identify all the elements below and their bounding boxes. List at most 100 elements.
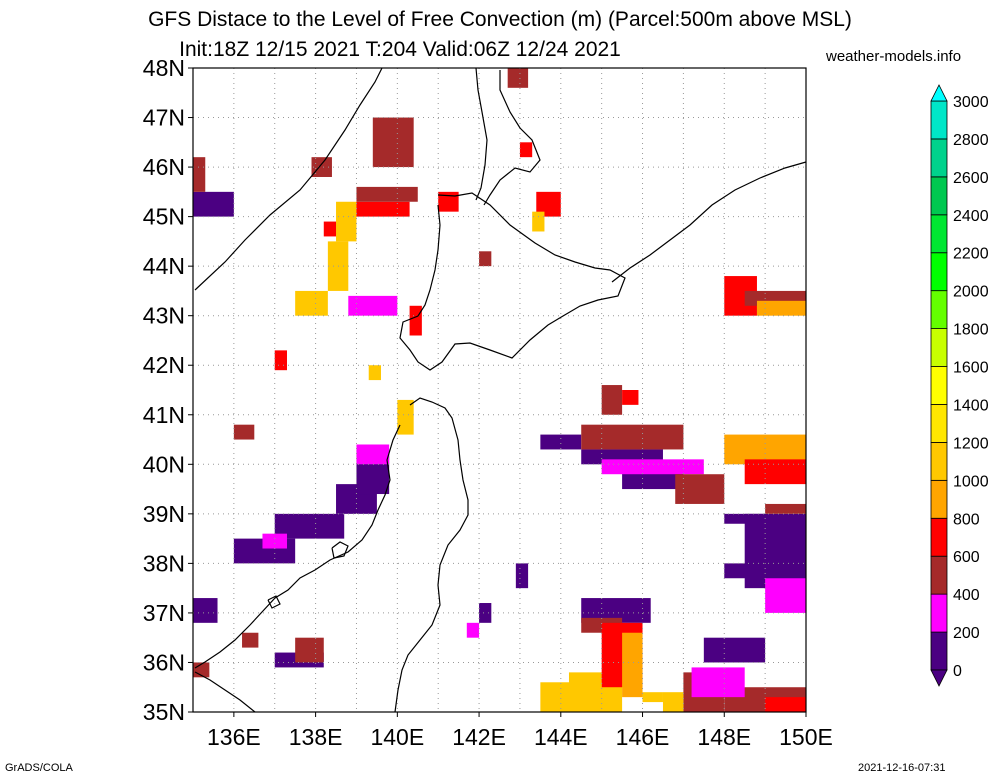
coastline xyxy=(194,67,807,713)
lfc-cell xyxy=(262,533,287,549)
lfc-cell xyxy=(233,424,255,440)
colorbar-label: 2800 xyxy=(953,132,989,149)
colorbar-segment xyxy=(930,328,948,367)
lfc-cell xyxy=(368,365,381,381)
colorbar-segment xyxy=(930,366,948,405)
lfc-cell xyxy=(515,563,529,589)
colorbar-segment xyxy=(930,631,948,671)
lfc-cell xyxy=(193,598,218,623)
colorbar-segment xyxy=(930,593,948,633)
colorbar-segment xyxy=(930,138,948,178)
lfc-cell xyxy=(356,201,410,217)
colorbar-segment xyxy=(930,555,948,595)
lat-tick-label: 41N xyxy=(143,402,185,428)
lfc-cell xyxy=(540,434,582,450)
lat-tick-label: 35N xyxy=(143,699,185,725)
lfc-cell xyxy=(532,211,545,232)
lfc-cell xyxy=(274,350,287,371)
lon-tick-label: 136E xyxy=(207,724,261,750)
colorbar-label: 1200 xyxy=(953,435,989,452)
lfc-cell xyxy=(642,692,663,703)
lon-tick-label: 142E xyxy=(452,724,506,750)
colorbar-segment xyxy=(930,479,948,519)
lat-tick-label: 39N xyxy=(143,501,185,527)
colorbar-label: 800 xyxy=(953,511,980,528)
footer-timestamp: 2021-12-16-07:31 xyxy=(858,762,946,774)
colorbar-max-arrow xyxy=(930,84,948,102)
colorbar-label: 2000 xyxy=(953,284,989,301)
lat-tick-label: 44N xyxy=(143,253,185,279)
colorbar-label: 400 xyxy=(953,587,980,604)
coastline-kurils xyxy=(611,161,807,283)
lfc-cell xyxy=(519,142,533,158)
coastline-honshu-east xyxy=(394,397,469,713)
lfc-cell xyxy=(765,503,806,514)
lfc-cell xyxy=(691,667,745,698)
lfc-cell xyxy=(601,385,623,415)
lon-tick-label: 150E xyxy=(779,724,833,750)
colorbar-segment xyxy=(930,517,948,557)
lfc-cell xyxy=(323,221,337,237)
lfc-cell xyxy=(581,424,684,450)
colorbar-label: 600 xyxy=(953,549,980,566)
coastline-honshu-south xyxy=(194,671,256,713)
map-title: GFS Distace to the Level of Free Convect… xyxy=(148,8,852,31)
lfc-fill-layer xyxy=(193,68,806,712)
lfc-cell xyxy=(295,637,324,663)
lon-tick-label: 144E xyxy=(534,724,588,750)
colorbar-segment xyxy=(930,290,948,329)
lon-tick-label: 138E xyxy=(289,724,343,750)
footer-software-label: GrADS/COLA xyxy=(5,762,73,774)
lfc-cell xyxy=(703,637,766,663)
lfc-cell xyxy=(397,399,414,435)
lat-tick-label: 46N xyxy=(143,154,185,180)
coastline-sado xyxy=(331,541,349,559)
colorbar-segment xyxy=(930,252,948,292)
lfc-cell xyxy=(765,578,806,613)
grid-lines xyxy=(192,67,807,713)
lfc-cell xyxy=(479,603,492,623)
lfc-cell xyxy=(356,186,418,202)
lfc-cell xyxy=(765,697,806,712)
colorbar-label: 3000 xyxy=(953,94,989,111)
lon-tick-label: 148E xyxy=(697,724,751,750)
lfc-cell xyxy=(622,632,643,698)
colorbar-label: 2400 xyxy=(953,208,989,225)
coastline-honshu-west xyxy=(194,424,401,669)
colorbar-label: 2600 xyxy=(953,170,989,187)
lat-tick-label: 45N xyxy=(143,204,185,230)
lfc-cell xyxy=(409,305,422,336)
lfc-cell xyxy=(479,251,492,267)
lfc-cell xyxy=(540,682,602,712)
coastline-asia xyxy=(194,67,383,291)
lfc-cell xyxy=(356,444,390,465)
coastline-hokkaido xyxy=(399,192,626,371)
colorbar-min-arrow xyxy=(930,669,948,687)
lfc-cell xyxy=(601,459,704,475)
lat-tick-label: 43N xyxy=(143,303,185,329)
lfc-cell xyxy=(662,692,684,712)
colorbar-segment xyxy=(930,100,948,140)
lat-tick-label: 42N xyxy=(143,352,185,378)
colorbar-label: 1000 xyxy=(953,473,989,490)
colorbar-segment xyxy=(930,176,948,216)
axis-labels: 136E 138E 140E 142E 144E 146E 148E 150E 35N 36N 37… xyxy=(143,55,833,750)
lfc-cell xyxy=(744,513,806,589)
lfc-cell xyxy=(242,632,259,648)
lfc-cell xyxy=(744,459,806,485)
lat-tick-label: 48N xyxy=(143,55,185,81)
colorbar-label: 0 xyxy=(953,663,962,680)
map-frame xyxy=(192,67,807,713)
lfc-cell xyxy=(193,157,206,192)
lfc-cell xyxy=(756,300,806,316)
colorbar-label: 2200 xyxy=(953,246,989,263)
lfc-cell xyxy=(193,191,234,217)
lfc-cell xyxy=(336,201,357,242)
lon-tick-label: 146E xyxy=(616,724,670,750)
colorbar-segment xyxy=(930,404,948,443)
colorbar-segment xyxy=(930,214,948,254)
lat-tick-label: 40N xyxy=(143,451,185,477)
lfc-cell xyxy=(348,295,398,316)
coastline-oki xyxy=(267,595,281,609)
